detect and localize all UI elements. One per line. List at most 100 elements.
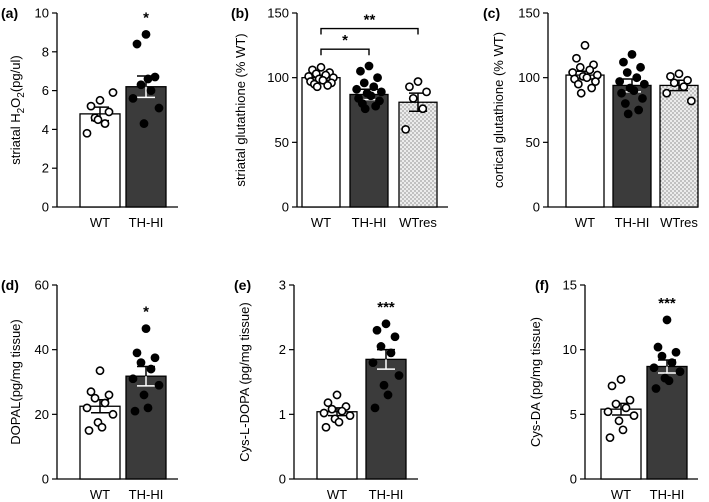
y-tick-label: 2 bbox=[279, 342, 286, 357]
data-point bbox=[141, 324, 151, 334]
data-point bbox=[405, 82, 414, 92]
data-point bbox=[408, 93, 418, 103]
y-tick-label: 40 bbox=[35, 342, 49, 357]
data-point bbox=[386, 348, 396, 358]
data-point bbox=[327, 404, 337, 414]
data-point bbox=[93, 115, 103, 125]
data-point bbox=[662, 315, 672, 325]
panel-label: (d) bbox=[1, 277, 19, 293]
data-point bbox=[312, 82, 322, 92]
y-axis-label: Cys-DA (pg/mg tissue) bbox=[528, 317, 543, 447]
data-point bbox=[669, 78, 679, 88]
data-point bbox=[629, 411, 639, 421]
panel-label: (a) bbox=[1, 5, 18, 21]
y-tick-label: 15 bbox=[563, 278, 577, 293]
data-point bbox=[143, 74, 153, 84]
data-point bbox=[651, 384, 661, 393]
y-axis-label: striatal glutathione (% WT) bbox=[233, 33, 248, 186]
data-point bbox=[394, 371, 404, 380]
y-tick-label: 10 bbox=[35, 6, 49, 21]
data-point bbox=[95, 95, 105, 105]
data-point bbox=[381, 319, 391, 329]
data-point bbox=[615, 77, 625, 86]
significance-label: ** bbox=[364, 12, 376, 29]
panel-a: (a) 0 2 4 6 8 10 striatal H2O2(pg/ul) WT TH-HI * bbox=[1, 5, 178, 230]
data-point bbox=[638, 93, 647, 103]
category-label: TH-HI bbox=[615, 215, 650, 230]
data-point bbox=[321, 422, 331, 432]
data-point bbox=[575, 62, 585, 72]
data-point bbox=[623, 109, 633, 119]
y-tick-label: 60 bbox=[35, 278, 49, 293]
y-tick-label: 6 bbox=[42, 83, 49, 98]
bar-wt bbox=[79, 113, 121, 208]
data-point bbox=[576, 88, 586, 98]
data-point bbox=[667, 358, 677, 367]
data-point bbox=[90, 393, 100, 403]
category-label: TH-HI bbox=[650, 487, 685, 502]
data-point bbox=[614, 416, 624, 426]
data-point bbox=[146, 364, 156, 374]
data-point bbox=[319, 408, 329, 418]
data-point bbox=[97, 422, 107, 432]
panel-d: (d) 0 20 40 60 DOPAL(pg/mg tissue) WT TH-HI * bbox=[1, 277, 178, 502]
significance-label: * bbox=[143, 304, 149, 321]
y-tick-label: 50 bbox=[526, 135, 540, 150]
y-axis-label: striatal H2O2(pg/ul) bbox=[8, 55, 27, 164]
data-point bbox=[136, 80, 146, 90]
data-point bbox=[104, 390, 114, 400]
data-point bbox=[379, 380, 389, 390]
data-point bbox=[418, 104, 428, 114]
data-point bbox=[666, 71, 675, 81]
data-point bbox=[683, 75, 692, 85]
data-point bbox=[104, 107, 114, 117]
bar-th-hi bbox=[125, 375, 167, 480]
y-tick-label: 100 bbox=[267, 70, 289, 85]
data-point bbox=[332, 390, 342, 400]
data-point bbox=[146, 86, 156, 95]
data-point bbox=[649, 363, 659, 373]
data-point bbox=[617, 88, 626, 98]
data-point bbox=[422, 87, 431, 97]
data-point bbox=[587, 83, 597, 93]
data-point bbox=[154, 380, 164, 390]
data-point bbox=[100, 119, 110, 128]
y-tick-label: 1 bbox=[279, 407, 286, 422]
y-tick-label: 150 bbox=[267, 6, 289, 21]
data-point bbox=[345, 411, 355, 421]
data-point bbox=[371, 101, 381, 111]
category-label: WT bbox=[327, 487, 347, 502]
bar-th-hi bbox=[612, 84, 652, 208]
category-label: WT bbox=[611, 487, 631, 502]
y-tick-label: 0 bbox=[279, 472, 286, 487]
panel-e: (e) 0 1 2 3 Cys-L-DOPA (pg/mg tissue) WT TH-HI *… bbox=[234, 277, 418, 502]
category-label: WT bbox=[90, 215, 110, 230]
data-point bbox=[323, 398, 333, 408]
data-point bbox=[620, 99, 630, 108]
data-point bbox=[364, 61, 374, 71]
data-point bbox=[653, 342, 663, 352]
data-point bbox=[619, 57, 628, 67]
data-point bbox=[82, 128, 92, 138]
data-point bbox=[368, 358, 378, 367]
data-point bbox=[318, 75, 328, 85]
data-point bbox=[603, 407, 613, 417]
y-tick-label: 50 bbox=[275, 135, 289, 150]
data-point bbox=[130, 406, 140, 416]
significance-label: * bbox=[143, 9, 149, 26]
y-tick-label: 20 bbox=[35, 407, 49, 422]
data-point bbox=[585, 65, 595, 75]
data-point bbox=[369, 82, 379, 92]
data-point bbox=[639, 79, 649, 89]
data-point bbox=[136, 358, 146, 367]
data-point bbox=[132, 348, 142, 358]
significance-label: *** bbox=[658, 295, 676, 312]
panel-label: (c) bbox=[483, 5, 500, 21]
data-point bbox=[572, 53, 581, 63]
data-point bbox=[108, 409, 118, 419]
significance-label: * bbox=[342, 32, 348, 49]
bar-th-hi bbox=[349, 93, 389, 208]
data-point bbox=[662, 88, 672, 98]
